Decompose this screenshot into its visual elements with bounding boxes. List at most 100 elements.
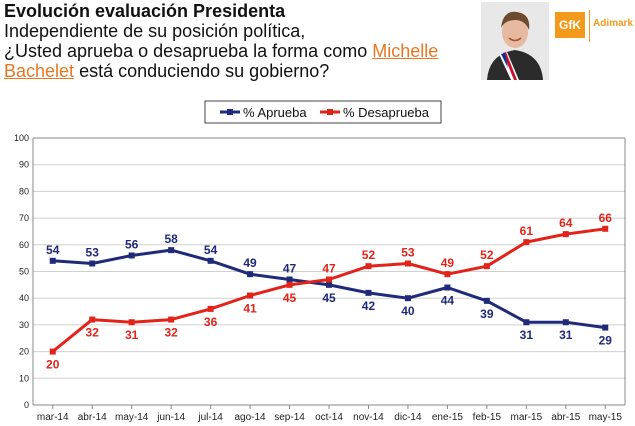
- data-point-desaprueba: [286, 281, 293, 288]
- x-tick-label: abr-15: [551, 412, 580, 423]
- data-label-desaprueba: 45: [283, 291, 297, 305]
- data-label-desaprueba: 20: [46, 358, 60, 372]
- x-tick-label: jun-14: [156, 412, 185, 423]
- data-point-aprueba: [562, 319, 569, 326]
- data-point-aprueba: [602, 324, 609, 331]
- data-label-aprueba: 42: [362, 299, 376, 313]
- y-tick-label: 80: [19, 186, 29, 196]
- data-point-aprueba: [483, 297, 490, 304]
- data-label-desaprueba: 64: [559, 216, 573, 230]
- question-line-2: ¿Usted aprueba o desaprueba la forma com…: [4, 41, 474, 61]
- data-label-aprueba: 56: [125, 237, 139, 251]
- data-point-aprueba: [523, 319, 530, 326]
- data-point-aprueba: [404, 295, 411, 302]
- data-label-aprueba: 45: [322, 291, 336, 305]
- data-label-desaprueba: 36: [204, 315, 218, 329]
- y-tick-label: 70: [19, 213, 29, 223]
- data-label-desaprueba: 47: [322, 262, 336, 276]
- data-point-desaprueba: [404, 260, 411, 267]
- header: Evolución evaluación Presidenta Independ…: [4, 1, 474, 81]
- y-tick-label: 40: [19, 293, 29, 303]
- legend-desaprueba-label: % Desaprueba: [343, 105, 430, 120]
- data-point-desaprueba: [523, 239, 530, 246]
- data-point-desaprueba: [602, 225, 609, 232]
- data-label-desaprueba: 49: [441, 256, 455, 270]
- data-label-desaprueba: 41: [243, 302, 257, 316]
- x-tick-label: mar-15: [510, 412, 542, 423]
- plot-area: 0 10 20 30 40 50 60 70 80 90 100 mar-14 abr-14 may-14…: [14, 133, 626, 423]
- data-point-desaprueba: [444, 271, 451, 278]
- adimark-logo-text: Adimark: [593, 18, 634, 29]
- data-point-aprueba: [89, 260, 96, 267]
- data-label-desaprueba: 32: [86, 326, 100, 340]
- x-tick-label: sep-14: [274, 412, 305, 423]
- data-point-desaprueba: [247, 292, 254, 299]
- data-label-aprueba: 54: [46, 243, 60, 257]
- data-point-desaprueba: [89, 316, 96, 323]
- data-point-aprueba: [207, 257, 214, 264]
- chart-title: Evolución evaluación Presidenta: [4, 1, 286, 21]
- data-point-aprueba: [247, 271, 254, 278]
- question-text-post: está conduciendo su gobierno?: [74, 61, 330, 81]
- y-tick-label: 0: [24, 400, 29, 410]
- data-point-aprueba: [168, 247, 175, 254]
- y-tick-label: 90: [19, 160, 29, 170]
- legend-aprueba-marker: [227, 109, 233, 115]
- data-point-aprueba: [365, 289, 372, 296]
- legend-aprueba-label: % Aprueba: [243, 105, 307, 120]
- data-point-desaprueba: [483, 263, 490, 270]
- y-tick-label: 50: [19, 267, 29, 277]
- legend-desaprueba-marker: [327, 109, 333, 115]
- data-label-desaprueba: 52: [362, 248, 376, 262]
- data-point-aprueba: [444, 284, 451, 291]
- x-tick-label: jul-14: [197, 412, 223, 423]
- data-point-aprueba: [326, 281, 332, 288]
- data-point-aprueba: [49, 257, 56, 264]
- data-label-aprueba: 40: [401, 304, 415, 318]
- data-label-aprueba: 39: [480, 307, 494, 321]
- data-label-aprueba: 58: [164, 232, 178, 246]
- x-tick-label: mar-14: [37, 412, 69, 423]
- y-tick-label: 60: [19, 240, 29, 250]
- y-tick-label: 20: [19, 347, 29, 357]
- data-label-desaprueba: 53: [401, 245, 415, 259]
- data-label-aprueba: 29: [599, 334, 613, 348]
- y-tick-label: 100: [14, 133, 29, 143]
- data-point-desaprueba: [128, 319, 135, 326]
- data-label-desaprueba: 66: [599, 211, 613, 225]
- data-label-aprueba: 49: [243, 256, 257, 270]
- data-label-desaprueba: 32: [164, 326, 178, 340]
- data-label-desaprueba: 52: [480, 248, 494, 262]
- data-label-aprueba: 53: [86, 245, 100, 259]
- data-point-desaprueba: [326, 276, 332, 283]
- gfk-adimark-logo: GfK Adimark: [555, 10, 634, 50]
- data-point-desaprueba: [49, 348, 56, 355]
- data-label-aprueba: 47: [283, 262, 297, 276]
- president-photo: [481, 2, 549, 80]
- data-point-desaprueba: [562, 231, 569, 238]
- data-point-aprueba: [286, 276, 293, 283]
- data-point-desaprueba: [207, 305, 214, 312]
- logo-divider: [589, 10, 590, 42]
- data-label-aprueba: 44: [441, 294, 455, 308]
- data-point-desaprueba: [365, 263, 372, 270]
- x-tick-label: may-15: [589, 412, 623, 423]
- question-line-3: Bachelet está conduciendo su gobierno?: [4, 61, 474, 81]
- data-label-desaprueba: 31: [125, 328, 139, 342]
- chart-legend: % Aprueba % Desaprueba: [204, 100, 442, 124]
- question-line-1: Independiente de su posición política,: [4, 21, 306, 41]
- x-tick-label: dic-14: [394, 412, 422, 423]
- gfk-logo-mark: GfK: [555, 12, 585, 38]
- x-tick-label: abr-14: [78, 412, 107, 423]
- data-label-aprueba: 31: [559, 328, 573, 342]
- x-tick-label: may-14: [115, 412, 149, 423]
- link-michelle[interactable]: Michelle: [372, 41, 439, 61]
- x-tick-label: nov-14: [353, 412, 384, 423]
- data-point-desaprueba: [168, 316, 175, 323]
- x-tick-label: ene-15: [432, 412, 464, 423]
- link-bachelet[interactable]: Bachelet: [4, 61, 75, 81]
- x-tick-label: ago-14: [234, 412, 266, 423]
- x-tick-label: feb-15: [473, 412, 502, 423]
- data-label-desaprueba: 61: [520, 224, 534, 238]
